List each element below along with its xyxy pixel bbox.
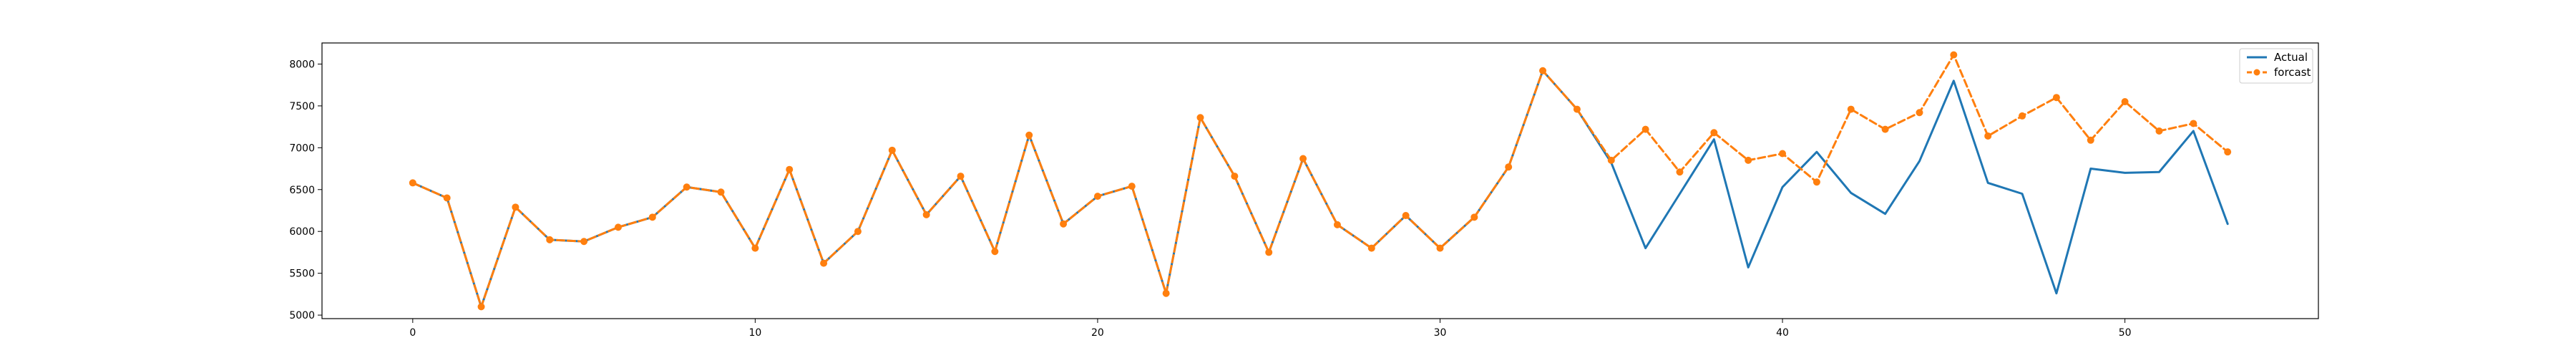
data-point-forcast — [991, 248, 999, 256]
data-point-forcast — [1916, 109, 1923, 117]
data-point-forcast — [1676, 168, 1684, 176]
data-point-forcast — [1573, 105, 1581, 113]
data-point-forcast — [443, 194, 451, 202]
y-tick-label: 5500 — [289, 268, 315, 280]
data-point-forcast — [1025, 131, 1033, 139]
data-point-forcast — [546, 236, 554, 243]
legend-actual-label: Actual — [2274, 51, 2308, 64]
data-point-forcast — [2052, 94, 2060, 102]
data-point-forcast — [1367, 244, 1375, 252]
x-tick-label: 10 — [748, 327, 761, 339]
plot-area — [321, 42, 2319, 319]
data-point-forcast — [1060, 220, 1068, 228]
data-point-forcast — [1950, 51, 1958, 59]
data-point-forcast — [1402, 212, 1410, 219]
data-point-forcast — [1641, 125, 1649, 133]
data-point-forcast — [1333, 221, 1341, 228]
data-point-forcast — [2190, 120, 2197, 127]
data-point-forcast — [786, 165, 794, 173]
data-point-forcast — [409, 179, 416, 187]
data-point-forcast — [1299, 155, 1307, 163]
data-point-forcast — [1436, 244, 1444, 252]
legend-forcast-marker — [2253, 69, 2260, 76]
data-point-forcast — [1265, 248, 1273, 256]
data-point-forcast — [922, 211, 930, 218]
y-tick-label: 8000 — [289, 59, 315, 70]
data-point-forcast — [1162, 289, 1170, 297]
data-point-forcast — [751, 244, 759, 252]
data-point-forcast — [648, 213, 656, 221]
data-point-forcast — [1813, 178, 1820, 186]
data-point-forcast — [1607, 156, 1615, 164]
x-axis: 0 10 20 30 40 50 — [409, 319, 2132, 339]
y-tick-label: 5000 — [289, 310, 315, 321]
y-axis: 5000 5500 6000 6500 7000 7500 8000 — [289, 59, 322, 321]
y-tick-label: 7000 — [289, 142, 315, 154]
data-point-forcast — [820, 259, 828, 267]
data-point-forcast — [1470, 213, 1478, 221]
series-layer — [409, 51, 2232, 311]
data-point-forcast — [1710, 129, 1718, 137]
data-point-forcast — [957, 173, 965, 180]
data-point-forcast — [717, 188, 725, 196]
x-tick-label: 30 — [1434, 327, 1447, 339]
data-point-forcast — [2224, 148, 2232, 156]
data-point-forcast — [512, 203, 519, 211]
data-point-forcast — [683, 183, 691, 191]
data-point-forcast — [888, 146, 896, 154]
y-tick-label: 6000 — [289, 226, 315, 238]
x-tick-label: 20 — [1091, 327, 1104, 339]
data-point-forcast — [1847, 105, 1855, 113]
data-point-forcast — [614, 223, 622, 231]
data-point-forcast — [1779, 150, 1787, 158]
data-point-forcast — [1539, 67, 1547, 74]
data-point-forcast — [2155, 127, 2163, 135]
legend-forcast-label: forcast — [2274, 66, 2311, 79]
data-point-forcast — [2019, 112, 2026, 120]
series-line-forcast — [411, 54, 2229, 308]
data-point-forcast — [1984, 132, 1992, 140]
data-point-forcast — [2087, 136, 2094, 144]
legend: Actual forcast — [2239, 48, 2313, 84]
data-point-forcast — [477, 303, 485, 311]
data-point-forcast — [1128, 183, 1136, 190]
data-point-forcast — [1881, 125, 1889, 133]
data-point-forcast — [1505, 163, 1513, 171]
x-tick-label: 0 — [409, 327, 416, 339]
data-point-forcast — [1093, 193, 1101, 200]
data-point-forcast — [854, 228, 862, 236]
y-tick-label: 6500 — [289, 185, 315, 196]
x-tick-label: 50 — [2119, 327, 2132, 339]
x-tick-label: 40 — [1776, 327, 1789, 339]
data-point-forcast — [1196, 114, 1204, 122]
y-tick-label: 7500 — [289, 101, 315, 112]
data-point-forcast — [1745, 156, 1752, 164]
data-point-forcast — [580, 238, 588, 246]
data-point-forcast — [2121, 98, 2129, 106]
data-point-forcast — [1231, 173, 1239, 180]
